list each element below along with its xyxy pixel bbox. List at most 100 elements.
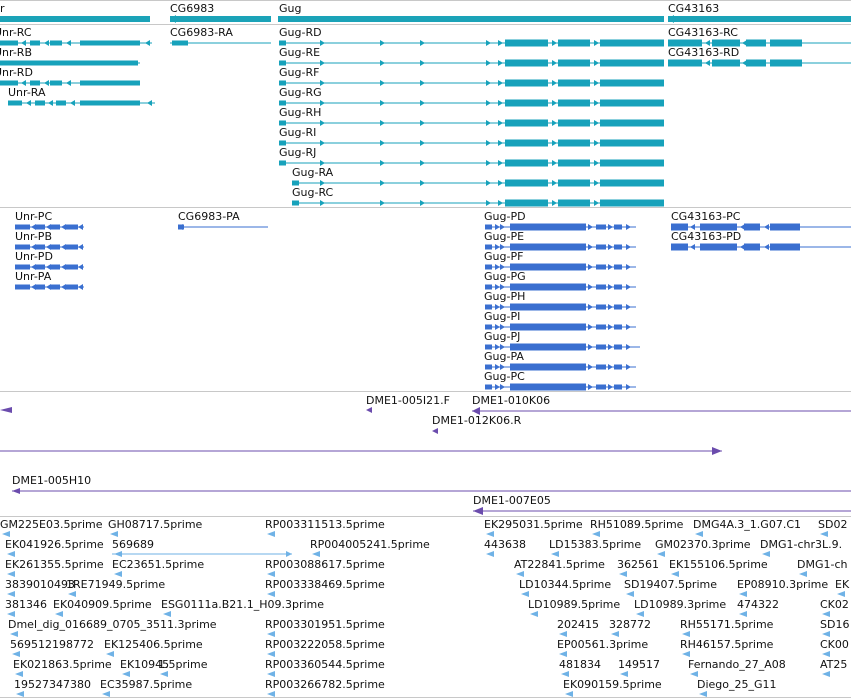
transcript-label[interactable]: CG6983-RA <box>170 26 233 39</box>
est-label[interactable]: AT22841.5prime <box>514 558 605 571</box>
transcript-label[interactable]: Gug-RG <box>279 86 322 99</box>
est-label[interactable]: LD10989.3prime <box>634 598 727 611</box>
cdna-label[interactable]: Gug-PF <box>484 250 524 263</box>
transcript-label[interactable]: Gug-RD <box>279 26 322 39</box>
est-label[interactable]: RP003266782.5prime <box>265 678 385 691</box>
est-label[interactable]: ESG0111a.B21.1_H09.3prime <box>161 598 325 611</box>
bac-label[interactable]: DME1-007E05 <box>473 494 551 507</box>
transcript-label[interactable]: Gug-RF <box>279 66 320 79</box>
est-label[interactable]: 202415 <box>557 618 599 631</box>
transcript-label[interactable]: Unr-RC <box>0 26 32 39</box>
cdna-label[interactable]: CG43163-PD <box>671 230 742 243</box>
transcript-label[interactable]: Gug-RH <box>279 106 322 119</box>
est-label[interactable]: EK <box>835 578 850 591</box>
est-label[interactable]: Diego_25_G11 <box>697 678 777 691</box>
transcript-label[interactable]: CG43163-RC <box>668 26 738 39</box>
est-label[interactable]: SD19407.5prime <box>624 578 717 591</box>
bac-label[interactable]: DME1-012K06.R <box>432 414 522 427</box>
cdna-label[interactable]: Gug-PH <box>484 290 526 303</box>
cdna-label[interactable]: Unr-PC <box>15 210 53 223</box>
est-label[interactable]: EK155106.5prime <box>669 558 768 571</box>
transcript-label[interactable]: Unr-RA <box>8 86 46 99</box>
est-label[interactable]: DMG1-ch <box>797 558 848 571</box>
est-label[interactable]: 149517 <box>618 658 660 671</box>
est-label[interactable]: EC35987.5prime <box>100 678 193 691</box>
est-label[interactable]: EK090159.5prime <box>563 678 662 691</box>
transcript-label[interactable]: Unr-RD <box>0 66 33 79</box>
cdna-label[interactable]: Gug-PA <box>484 350 524 363</box>
gene-label-gug[interactable]: Gug <box>279 2 302 15</box>
est-label[interactable]: RH46157.5prime <box>680 638 774 651</box>
cdna-label[interactable]: Gug-PC <box>484 370 525 383</box>
est-label[interactable]: SD02 <box>818 518 848 531</box>
est-label[interactable]: 569689 <box>112 538 154 551</box>
est-label[interactable]: DMG1-chr3L.9. <box>760 538 843 551</box>
transcript-label[interactable]: Gug-RE <box>279 46 321 59</box>
transcript-label[interactable]: CG43163-RD <box>668 46 740 59</box>
est-label[interactable]: GH08717.5prime <box>108 518 203 531</box>
cdna-label[interactable]: Gug-PE <box>484 230 525 243</box>
est-label[interactable]: CK02 <box>820 598 849 611</box>
est-label[interactable]: 474322 <box>737 598 779 611</box>
est-label[interactable]: EK10945 <box>120 658 170 671</box>
cdna-label[interactable]: CG43163-PC <box>671 210 741 223</box>
est-label[interactable]: RP003301951.5prime <box>265 618 385 631</box>
est-label[interactable]: GM225E03.5prime <box>0 518 103 531</box>
transcript-label[interactable]: Gug-RA <box>292 166 334 179</box>
cdna-label[interactable]: Unr-PA <box>15 270 52 283</box>
transcript-label[interactable]: Gug-RI <box>279 126 317 139</box>
est-label[interactable]: 19527347380 <box>14 678 91 691</box>
est-label[interactable]: DMG4A.3_1.G07.C1 <box>693 518 802 531</box>
est-label[interactable]: EK021863.5prime <box>13 658 112 671</box>
est-label[interactable]: EK125406.5prime <box>104 638 203 651</box>
est-label[interactable]: CK00 <box>820 638 849 651</box>
est-label[interactable]: LD15383.5prime <box>549 538 642 551</box>
est-label[interactable]: RH51089.5prime <box>590 518 684 531</box>
est-label[interactable]: RP003311513.5prime <box>265 518 385 531</box>
est-label[interactable]: AT25 <box>820 658 848 671</box>
est-label[interactable]: SD16 <box>820 618 850 631</box>
bac-label[interactable]: DME1-005I21.F <box>366 394 450 407</box>
est-label[interactable]: RP003360544.5prime <box>265 658 385 671</box>
est-label[interactable]: 443638 <box>484 538 526 551</box>
est-label[interactable]: Dmel_dig_016689_0705_3511.3prime <box>8 618 217 631</box>
bac-label[interactable]: DME1-010K06 <box>472 394 551 407</box>
transcript-label[interactable]: Gug-RC <box>292 186 334 199</box>
est-label[interactable]: EK041926.5prime <box>5 538 104 551</box>
gene-label-cg6983[interactable]: CG6983 <box>170 2 215 15</box>
est-label[interactable]: 569512198772 <box>10 638 94 651</box>
gene-label[interactable]: r <box>0 2 5 15</box>
est-label[interactable]: LD10344.5prime <box>519 578 612 591</box>
est-label[interactable]: RP004005241.5prime <box>310 538 430 551</box>
est-label[interactable]: 1.5prime <box>158 658 208 671</box>
est-label[interactable]: RH55171.5prime <box>680 618 774 631</box>
est-label[interactable]: 3839010493 <box>5 578 75 591</box>
cdna-label[interactable]: Gug-PG <box>484 270 526 283</box>
est-label[interactable]: 1RE71949.5prime <box>66 578 166 591</box>
est-label[interactable]: Fernando_27_A08 <box>688 658 786 671</box>
est-label[interactable]: RP003088617.5prime <box>265 558 385 571</box>
est-label[interactable]: RP003338469.5prime <box>265 578 385 591</box>
est-label[interactable]: EP08910.3prime <box>737 578 829 591</box>
bac-label[interactable]: DME1-005H10 <box>12 474 92 487</box>
est-label[interactable]: 328772 <box>609 618 651 631</box>
est-label[interactable]: 381346 <box>5 598 47 611</box>
est-label[interactable]: GM02370.3prime <box>655 538 751 551</box>
est-label[interactable]: LD10989.5prime <box>528 598 621 611</box>
transcript-label[interactable]: Gug-RJ <box>279 146 317 159</box>
cdna-label[interactable]: CG6983-PA <box>178 210 240 223</box>
cdna-label[interactable]: Unr-PB <box>15 230 52 243</box>
transcript-label[interactable]: Unr-RB <box>0 46 33 59</box>
gene-label-cg43163[interactable]: CG43163 <box>668 2 720 15</box>
cdna-label[interactable]: Unr-PD <box>15 250 53 263</box>
est-label[interactable]: 362561 <box>617 558 659 571</box>
est-label[interactable]: EK040909.5prime <box>53 598 152 611</box>
est-label[interactable]: EK295031.5prime <box>484 518 583 531</box>
cdna-label[interactable]: Gug-PD <box>484 210 526 223</box>
est-label[interactable]: EP00561.3prime <box>557 638 649 651</box>
est-label[interactable]: EK261355.5prime <box>5 558 104 571</box>
cdna-label[interactable]: Gug-PJ <box>484 330 521 343</box>
est-label[interactable]: EC23651.5prime <box>112 558 205 571</box>
est-label[interactable]: 481834 <box>559 658 601 671</box>
